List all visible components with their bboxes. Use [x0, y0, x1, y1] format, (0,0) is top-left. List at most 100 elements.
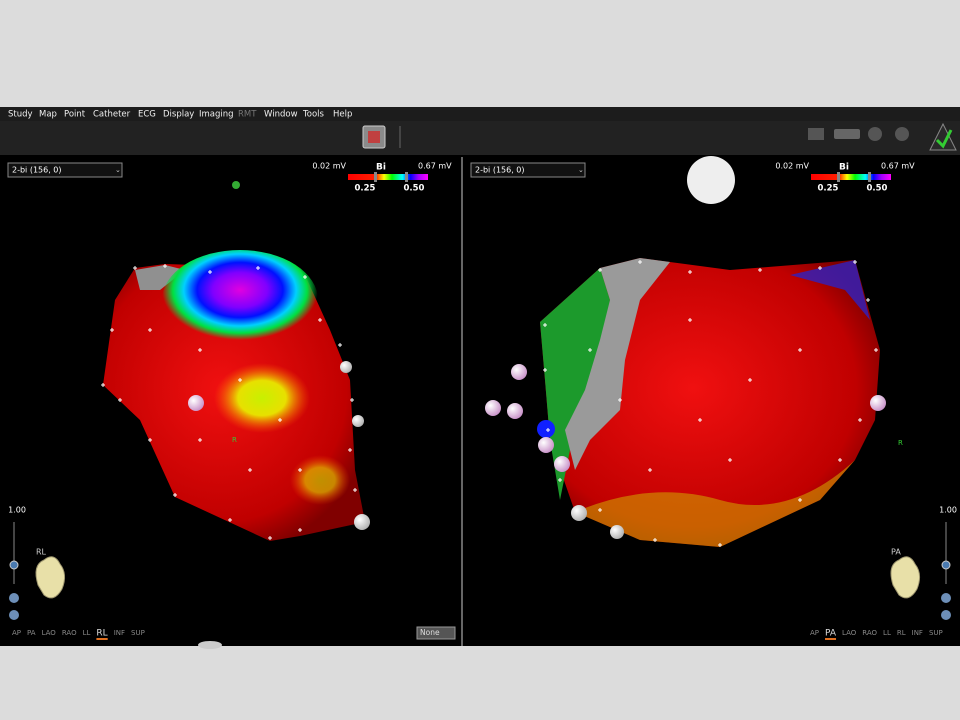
map-point [874, 348, 878, 352]
view-button[interactable]: INF [912, 629, 923, 637]
dropdown-label: None [420, 628, 440, 637]
orientation-heart [35, 556, 66, 599]
scale-min: 0.02 mV [775, 162, 809, 171]
toolbar-icon [368, 131, 380, 143]
catheter-electrode [352, 415, 364, 427]
map-point [838, 458, 842, 462]
view-button[interactable]: SUP [929, 629, 943, 637]
view-button[interactable]: RL [897, 629, 906, 637]
scale-name: Bi [376, 163, 386, 173]
view-button[interactable]: AP [12, 629, 21, 637]
view-button[interactable]: LAO [42, 629, 57, 637]
scale-handle[interactable] [868, 172, 871, 182]
view-button[interactable]: RAO [62, 629, 77, 637]
rotate-button[interactable] [941, 610, 951, 620]
map-point [318, 318, 322, 322]
rotate-button[interactable] [941, 593, 951, 603]
map-point [598, 508, 602, 512]
menu-item[interactable]: Tools [302, 110, 325, 120]
map-select[interactable] [7, 162, 123, 178]
map-point [588, 348, 592, 352]
caret: ⌄ [115, 166, 121, 174]
zoom-handle[interactable] [941, 560, 951, 570]
catheter-electrode [507, 403, 523, 419]
menu-item[interactable]: RMT [238, 110, 257, 120]
right-map [485, 156, 886, 547]
view-button[interactable]: RAO [862, 629, 877, 637]
scale-min: 0.02 mV [312, 162, 346, 171]
scale-low: 0.25 [355, 184, 376, 194]
scale-handle[interactable] [837, 172, 840, 182]
catheter-electrode [354, 514, 370, 530]
map-point [173, 493, 177, 497]
catheter-electrode [870, 395, 886, 411]
menu-item[interactable]: Display [163, 110, 194, 120]
rotate-button[interactable] [9, 610, 19, 620]
map-point [198, 348, 202, 352]
view-button[interactable]: LAO [842, 629, 857, 637]
menu-bar [0, 107, 960, 121]
view-button[interactable]: PA [27, 629, 36, 637]
view-button[interactable]: SUP [131, 629, 145, 637]
map-point [543, 368, 547, 372]
dropdown[interactable] [416, 626, 456, 640]
view-button[interactable]: INF [114, 629, 125, 637]
catheter-electrode [511, 364, 527, 380]
menu-item[interactable]: Study [8, 110, 33, 120]
zoom-handle[interactable] [9, 560, 19, 570]
map-point [133, 266, 137, 270]
map-select-label: 2-bi (156, 0) [12, 166, 62, 175]
map-point [758, 268, 762, 272]
view-button[interactable]: AP [810, 629, 819, 637]
map-point [208, 270, 212, 274]
scale-low: 0.25 [818, 184, 839, 194]
map-point [338, 343, 342, 347]
map-point [350, 398, 354, 402]
voltage-region [162, 250, 318, 350]
catheter-electrode [610, 525, 624, 539]
menu-item[interactable]: Imaging [199, 110, 234, 120]
menu-item[interactable]: ECG [138, 110, 156, 120]
caret: ⌄ [578, 166, 584, 174]
map-point [101, 383, 105, 387]
catheter-electrode [571, 505, 587, 521]
menu-item[interactable]: Map [39, 110, 57, 120]
map-point [798, 348, 802, 352]
menu-item[interactable]: Point [64, 110, 86, 120]
map-select[interactable] [470, 162, 586, 178]
map-point [268, 536, 272, 540]
voltage-region [540, 268, 610, 500]
map-point [163, 264, 167, 268]
rotate-button[interactable] [9, 593, 19, 603]
menu-item[interactable]: Catheter [93, 110, 131, 120]
orientation-label: RL [36, 548, 47, 557]
view-button[interactable]: PA [825, 629, 837, 639]
logo-check [935, 129, 953, 149]
reference-sphere [687, 156, 735, 204]
map-point [648, 468, 652, 472]
scale-max: 0.67 mV [881, 162, 915, 171]
scale-handle[interactable] [374, 172, 377, 182]
catheter-electrode [198, 641, 222, 649]
view-button[interactable]: LL [83, 629, 91, 637]
map-point [618, 398, 622, 402]
map-point [853, 260, 857, 264]
scale-handle[interactable] [405, 172, 408, 182]
map-point [353, 488, 357, 492]
map-point [728, 458, 732, 462]
scale-high: 0.50 [867, 184, 888, 194]
map-point [653, 538, 657, 542]
menu-item[interactable]: Window [264, 110, 298, 120]
toolbar [0, 121, 960, 155]
map-point [818, 266, 822, 270]
map-point [198, 438, 202, 442]
menu-item[interactable]: Help [333, 110, 352, 120]
voltage-region [575, 460, 855, 547]
axis-label: R [898, 439, 903, 447]
map-point [298, 528, 302, 532]
view-button[interactable]: RL [96, 629, 107, 639]
view-button[interactable]: LL [883, 629, 891, 637]
catheter-electrode [554, 456, 570, 472]
